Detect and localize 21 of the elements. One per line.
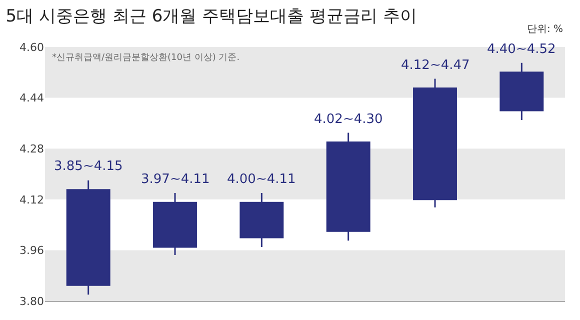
candlestick (326, 132, 370, 242)
candlestick (413, 78, 457, 208)
y-tick-label: 3.80 (20, 294, 44, 308)
text: 3.85~4.15 (54, 159, 123, 174)
text: 4.02~4.30 (314, 112, 383, 127)
text: 4.00~4.11 (227, 172, 296, 187)
y-tick-label: 4.44 (20, 92, 44, 105)
text: 4.12~4.47 (401, 58, 470, 73)
chart-title: 5대 시중은행 최근 6개월 주택담보대출 평균금리 추이 (6, 6, 417, 26)
annotation: *신규취급액/원리금분할상환(10년 이상) 기준. (52, 53, 240, 63)
y-tick-label: 4.28 (20, 142, 44, 156)
y-tick-label: 4.12 (20, 193, 44, 206)
text: 4.40~4.52 (487, 42, 556, 57)
candlestick (66, 180, 110, 296)
y-tick-label: 3.96 (20, 244, 44, 258)
candlestick (240, 192, 284, 248)
candlestick (500, 62, 544, 121)
candlestick (153, 192, 197, 256)
y-tick-label: 4.60 (20, 40, 44, 54)
text: 3.97~4.11 (141, 172, 210, 187)
text: 단위: % (527, 24, 564, 35)
